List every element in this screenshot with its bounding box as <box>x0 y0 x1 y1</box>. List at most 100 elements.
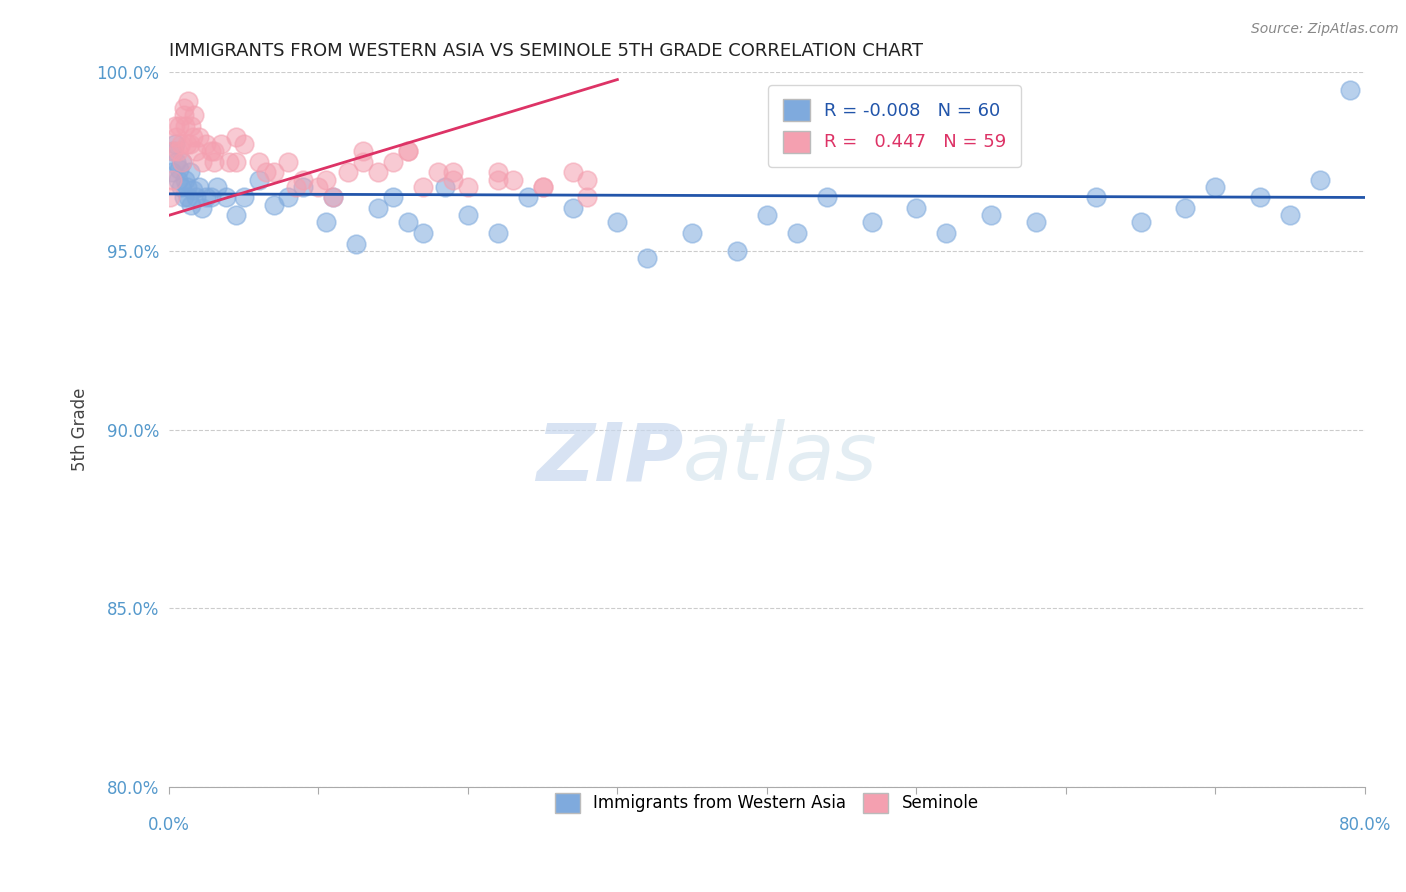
Point <box>181 129 204 144</box>
Point <box>174 172 197 186</box>
Point <box>167 172 190 186</box>
Point <box>177 94 200 108</box>
Point <box>427 165 450 179</box>
Y-axis label: 5th Grade: 5th Grade <box>72 388 89 471</box>
Point <box>180 119 202 133</box>
Point <box>263 165 285 179</box>
Point <box>725 244 748 258</box>
Point <box>179 165 201 179</box>
Point <box>382 190 405 204</box>
Point <box>179 136 201 151</box>
Text: ZIP: ZIP <box>536 419 683 497</box>
Point <box>382 154 405 169</box>
Point <box>516 190 538 204</box>
Point <box>786 226 808 240</box>
Point <box>232 136 254 151</box>
Point <box>218 154 240 169</box>
Text: IMMIGRANTS FROM WESTERN ASIA VS SEMINOLE 5TH GRADE CORRELATION CHART: IMMIGRANTS FROM WESTERN ASIA VS SEMINOLE… <box>169 42 922 60</box>
Point <box>173 101 195 115</box>
Point <box>183 108 205 122</box>
Point <box>184 190 207 204</box>
Point <box>1129 215 1152 229</box>
Point <box>160 165 183 179</box>
Point <box>172 154 194 169</box>
Point <box>396 144 419 158</box>
Point <box>200 144 222 158</box>
Point <box>174 119 197 133</box>
Point <box>531 179 554 194</box>
Point <box>344 236 367 251</box>
Point <box>159 190 181 204</box>
Point <box>322 190 344 204</box>
Point <box>247 172 270 186</box>
Point <box>352 154 374 169</box>
Point <box>935 226 957 240</box>
Point <box>486 172 509 186</box>
Point <box>1174 201 1197 215</box>
Point <box>225 208 247 222</box>
Point <box>225 154 247 169</box>
Point <box>486 226 509 240</box>
Point <box>1204 179 1226 194</box>
Point <box>1249 190 1271 204</box>
Point <box>209 136 232 151</box>
Point <box>195 190 218 204</box>
Point <box>180 197 202 211</box>
Point <box>163 136 186 151</box>
Point <box>905 201 928 215</box>
Point <box>755 208 778 222</box>
Point <box>337 165 360 179</box>
Point <box>441 172 464 186</box>
Point <box>292 172 315 186</box>
Point <box>177 190 200 204</box>
Point <box>170 179 193 194</box>
Point <box>247 154 270 169</box>
Point <box>176 179 198 194</box>
Point <box>181 183 204 197</box>
Point <box>167 144 190 158</box>
Point <box>232 190 254 204</box>
Point <box>202 154 225 169</box>
Point <box>202 144 225 158</box>
Point <box>457 179 479 194</box>
Point <box>1084 190 1107 204</box>
Point <box>162 144 184 158</box>
Point <box>173 108 195 122</box>
Point <box>1279 208 1302 222</box>
Point <box>187 129 209 144</box>
Point <box>980 208 1002 222</box>
Point <box>457 208 479 222</box>
Point <box>815 190 838 204</box>
Point <box>173 190 195 204</box>
Point <box>187 179 209 194</box>
Point <box>352 144 374 158</box>
Point <box>434 179 457 194</box>
Point <box>860 215 883 229</box>
Text: 80.0%: 80.0% <box>1339 815 1391 833</box>
Point <box>412 226 434 240</box>
Point <box>315 215 337 229</box>
Text: Source: ZipAtlas.com: Source: ZipAtlas.com <box>1251 22 1399 37</box>
Point <box>172 154 194 169</box>
Point <box>205 179 228 194</box>
Point <box>412 179 434 194</box>
Point <box>184 144 207 158</box>
Point <box>441 165 464 179</box>
Point <box>169 161 191 176</box>
Point <box>191 154 214 169</box>
Point <box>191 201 214 215</box>
Point <box>636 251 658 265</box>
Point <box>277 190 299 204</box>
Point <box>1339 83 1361 97</box>
Point <box>162 144 184 158</box>
Point <box>576 172 599 186</box>
Point <box>576 190 599 204</box>
Point <box>163 119 186 133</box>
Point <box>486 165 509 179</box>
Point <box>322 190 344 204</box>
Point <box>502 172 524 186</box>
Point <box>292 179 315 194</box>
Point <box>606 215 628 229</box>
Point <box>367 201 389 215</box>
Point <box>307 179 329 194</box>
